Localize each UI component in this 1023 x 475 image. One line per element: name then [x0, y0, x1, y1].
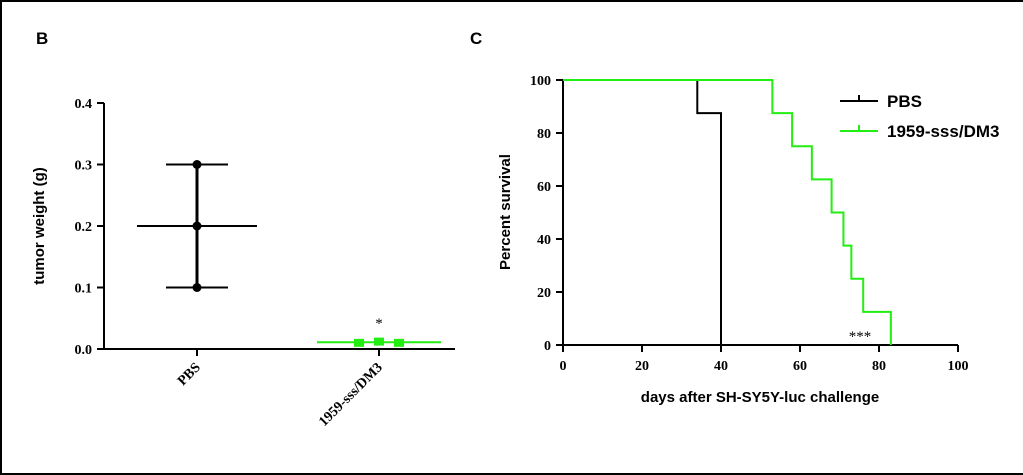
c-survival-line-treatment [563, 79, 892, 345]
c-y-tick-label: 60 [537, 180, 551, 195]
c-x-axis-title: days after SH-SY5Y-luc challenge [641, 389, 879, 406]
b-data-point [354, 338, 364, 347]
c-x-tick-label: 40 [714, 359, 728, 374]
b-data-point [192, 283, 202, 292]
c-legend-label: 1959-sss/DM3 [887, 122, 999, 141]
panel-c-chart: 0 20 40 60 80 100 0 20 40 60 80 100 Percent surviv… [497, 74, 999, 406]
b-x-tick-label: 1959-sss/DM3 [316, 360, 385, 429]
b-y-tick-label: 0.0 [75, 343, 93, 358]
c-y-tick-label: 40 [537, 233, 551, 248]
c-legend-label: PBS [887, 92, 922, 111]
c-x-tick-label: 0 [560, 359, 567, 374]
b-x-tick-label: PBS [175, 360, 204, 389]
panel-b-label: B [36, 29, 48, 48]
b-y-tick-label: 0.4 [75, 97, 93, 112]
b-data-point [374, 337, 384, 346]
b-y-tick-label: 0.1 [75, 282, 93, 297]
c-significance-label: *** [849, 329, 872, 345]
b-data-point [192, 160, 202, 169]
b-significance-label: * [375, 316, 383, 332]
c-y-tick-label: 20 [537, 286, 551, 301]
c-y-tick-label: 0 [544, 339, 551, 354]
b-data-point [192, 221, 202, 231]
c-x-tick-label: 80 [872, 359, 886, 374]
b-y-tick-label: 0.2 [75, 220, 93, 235]
c-y-axis-title: Percent survival [497, 154, 514, 270]
c-x-tick-label: 60 [793, 359, 807, 374]
c-survival-line-pbs [563, 79, 722, 345]
c-x-tick-label: 20 [635, 359, 649, 374]
c-y-tick-label: 100 [530, 74, 551, 89]
panel-c-label: C [470, 29, 482, 48]
b-y-tick-label: 0.3 [75, 159, 93, 174]
b-y-axis-title: tumor weight (g) [31, 167, 48, 284]
panel-b-chart: 0.0 0.1 0.2 0.3 0.4 PBS 1959-sss/DM3 tumor we… [31, 97, 455, 430]
c-y-tick-label: 80 [537, 127, 551, 142]
c-x-tick-label: 100 [948, 359, 969, 374]
b-data-point [394, 338, 404, 347]
c-legend: PBS 1959-sss/DM3 [840, 92, 999, 141]
